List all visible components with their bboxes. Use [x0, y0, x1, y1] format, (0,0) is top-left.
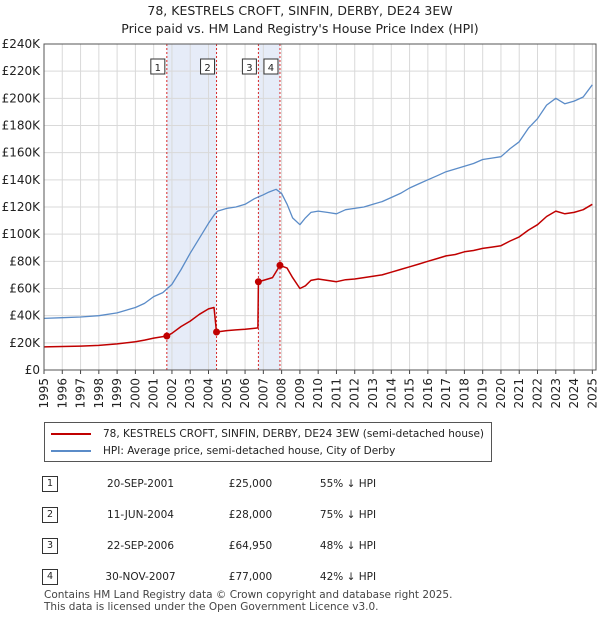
x-tick-label: 2020 — [494, 378, 508, 409]
x-tick-label: 2007 — [256, 378, 270, 409]
x-tick-label: 1998 — [92, 378, 106, 409]
sale-price: £25,000 — [228, 477, 273, 490]
sale-date: 22-SEP-2006 — [106, 539, 175, 552]
sale-hpi-diff: 48% ↓ HPI — [319, 539, 377, 552]
x-tick-label: 2019 — [476, 378, 490, 409]
price-chart: £0 £20K £40K £60K £80K £100K £120K £140K £160K £1… — [2, 37, 600, 409]
y-tick-label: £120K — [2, 200, 42, 214]
legend-label-hpi: HPI: Average price, semi-detached house,… — [103, 445, 396, 457]
sale-number-label: 4 — [268, 63, 274, 74]
y-tick-label: £220K — [2, 64, 42, 78]
x-tick-label: 2008 — [275, 378, 289, 409]
x-tick-label: 2024 — [567, 378, 581, 409]
x-tick-label: 2001 — [147, 378, 161, 409]
x-tick-label: 2021 — [512, 378, 526, 409]
footer-copyright: Contains HM Land Registry data © Crown c… — [44, 589, 453, 601]
hpi-series-line — [43, 84, 593, 320]
table-row: 3 22-SEP-2006 £64,950 48% ↓ HPI — [40, 530, 398, 561]
sale-number-box — [200, 58, 216, 75]
y-tick-label: £40K — [9, 309, 41, 323]
x-tick-label: 2017 — [439, 378, 453, 409]
sale-hpi-diff: 42% ↓ HPI — [319, 570, 377, 583]
sale-number-label: 3 — [246, 63, 252, 74]
x-tick-label: 2011 — [329, 378, 343, 409]
sale-point — [276, 261, 284, 269]
x-tick-label: 2012 — [348, 378, 362, 409]
x-tick-label: 2009 — [293, 378, 307, 409]
y-tick-label: £80K — [9, 254, 41, 268]
sale-number-box — [150, 58, 166, 75]
x-tick-label: 2023 — [549, 378, 563, 409]
table-row: 2 11-JUN-2004 £28,000 75% ↓ HPI — [40, 499, 398, 530]
sale-number-badge: 4 — [42, 568, 58, 585]
y-tick-label: £60K — [9, 282, 41, 296]
legend-item-hpi: HPI: Average price, semi-detached house,… — [51, 443, 395, 459]
table-row: 4 30-NOV-2007 £77,000 42% ↓ HPI — [40, 561, 398, 592]
y-tick-label: £20K — [9, 336, 41, 350]
y-tick-label: £160K — [2, 146, 42, 160]
sale-number-box — [241, 58, 257, 75]
x-tick-label: 2002 — [165, 378, 179, 409]
x-tick-label: 2003 — [183, 378, 197, 409]
sale-number-box — [263, 58, 279, 75]
x-tick-label: 2004 — [202, 378, 216, 409]
legend-swatch-hpi — [51, 450, 91, 452]
x-tick-label: 2015 — [403, 378, 417, 409]
x-tick-label: 1996 — [55, 378, 69, 409]
y-tick-label: £140K — [2, 173, 42, 187]
sale-hpi-diff: 55% ↓ HPI — [319, 477, 377, 490]
x-tick-label: 2005 — [220, 378, 234, 409]
sale-hpi-diff: 75% ↓ HPI — [319, 508, 377, 521]
x-tick-label: 2018 — [457, 378, 471, 409]
x-tick-label: 2016 — [421, 378, 435, 409]
x-tick-label: 1995 — [37, 378, 51, 409]
legend-item-property: 78, KESTRELS CROFT, SINFIN, DERBY, DE24 … — [51, 426, 484, 442]
x-tick-label: 1997 — [74, 378, 88, 409]
sale-date: 11-JUN-2004 — [107, 508, 174, 521]
y-tick-label: £200K — [2, 91, 42, 105]
sale-date: 30-NOV-2007 — [105, 570, 176, 583]
x-tick-label: 2022 — [531, 378, 545, 409]
sale-point — [213, 328, 221, 336]
sale-number-badge: 1 — [42, 475, 58, 492]
sale-price: £28,000 — [228, 508, 273, 521]
legend-swatch-property — [51, 433, 91, 435]
footer-licence: This data is licensed under the Open Gov… — [44, 601, 379, 613]
x-tick-label: 2006 — [238, 378, 252, 409]
sale-date: 20-SEP-2001 — [106, 477, 175, 490]
legend-label-property: 78, KESTRELS CROFT, SINFIN, DERBY, DE24 … — [103, 428, 485, 440]
x-tick-label: 2025 — [585, 378, 599, 409]
chart-title: 78, KESTRELS CROFT, SINFIN, DERBY, DE24 … — [147, 3, 453, 18]
x-tick-label: 2010 — [311, 378, 325, 409]
y-tick-label: £100K — [2, 227, 42, 241]
chart-subtitle: Price paid vs. HM Land Registry's House … — [121, 21, 479, 36]
sale-number-badge: 2 — [42, 506, 58, 523]
sale-number-label: 2 — [204, 63, 210, 74]
x-tick-label: 1999 — [110, 378, 124, 409]
x-tick-label: 2013 — [366, 378, 380, 409]
x-tick-label: 2000 — [128, 378, 142, 409]
legend: 78, KESTRELS CROFT, SINFIN, DERBY, DE24 … — [44, 422, 492, 462]
sale-point — [254, 278, 262, 286]
y-tick-label: £0 — [25, 363, 40, 377]
footer: Contains HM Land Registry data © Crown c… — [44, 589, 452, 613]
sales-table: 1 20-SEP-2001 £25,000 55% ↓ HPI 2 11-JUN… — [40, 468, 398, 592]
plot-frame — [43, 43, 597, 371]
sale-point — [163, 332, 171, 340]
y-tick-label: £240K — [2, 37, 42, 51]
y-tick-label: £180K — [2, 119, 42, 133]
sale-number-badge: 3 — [42, 537, 58, 554]
sale-price: £77,000 — [228, 570, 273, 583]
sale-price: £64,950 — [228, 539, 273, 552]
x-tick-label: 2014 — [384, 378, 398, 409]
table-row: 1 20-SEP-2001 £25,000 55% ↓ HPI — [40, 468, 398, 499]
sale-number-label: 1 — [155, 63, 161, 74]
property-series-line — [43, 203, 593, 348]
